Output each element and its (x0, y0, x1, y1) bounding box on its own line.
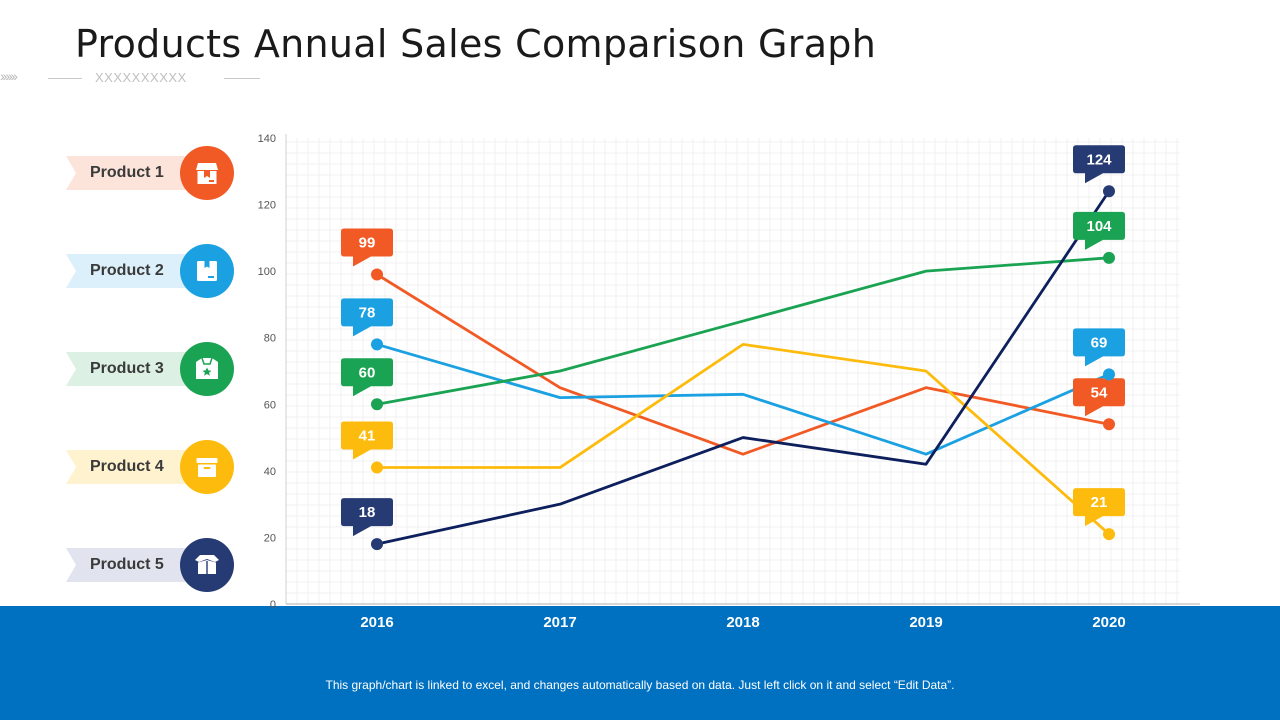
data-label-callout (341, 298, 393, 337)
y-tick-label: 40 (264, 466, 276, 478)
legend-badge (180, 244, 234, 298)
legend-label: Product 3 (90, 360, 164, 377)
data-label: 60 (359, 364, 376, 381)
title-decoration-text: XXXXXXXXXX (95, 70, 187, 85)
legend-badge (180, 342, 234, 396)
y-tick-label: 100 (258, 266, 276, 278)
data-label: 69 (1091, 334, 1108, 351)
legend-item-product-5: Product 5 (66, 538, 236, 592)
y-tick-label: 60 (264, 399, 276, 411)
data-point (371, 461, 383, 474)
data-label-callout (341, 358, 393, 397)
legend-tag (66, 548, 196, 582)
y-tick-label: 140 (258, 133, 276, 145)
x-tick-label: 2017 (543, 614, 576, 631)
y-tick-label: 20 (264, 532, 276, 544)
legend-badge (180, 440, 234, 494)
legend-item-product-4: Product 4 (66, 440, 236, 494)
open-box-icon (195, 555, 219, 574)
data-label: 78 (359, 304, 376, 321)
data-label: 18 (359, 504, 376, 521)
series-line (375, 189, 1111, 546)
data-label-callout (341, 421, 393, 460)
y-tick-label: 80 (264, 333, 276, 345)
series-line (375, 256, 1111, 406)
legend-label: Product 2 (90, 262, 164, 279)
data-label: 41 (359, 428, 376, 445)
page-title: Products Annual Sales Comparison Graph (75, 22, 877, 66)
footer-band (0, 606, 1280, 720)
series-line (375, 342, 1111, 536)
x-tick-label: 2016 (360, 614, 393, 631)
decoration-line (224, 78, 260, 79)
legend-label: Product 1 (90, 164, 164, 181)
data-point (1103, 251, 1115, 264)
series-line (375, 342, 1111, 456)
footer-note: This graph/chart is linked to excel, and… (325, 678, 955, 692)
title-decoration: ›››››› XXXXXXXXXX (0, 68, 270, 88)
archive-box-icon (196, 458, 218, 477)
data-label-callout (1073, 145, 1125, 184)
x-tick-label: 2019 (909, 614, 942, 631)
data-label-callout (1073, 378, 1125, 417)
data-point (1103, 368, 1115, 381)
legend-badge (180, 538, 234, 592)
data-label: 99 (359, 234, 376, 251)
data-label-callout (341, 228, 393, 267)
data-label: 54 (1091, 384, 1108, 401)
data-label-callout (1073, 488, 1125, 527)
data-point (371, 268, 383, 281)
data-point (1103, 418, 1115, 431)
series-line (375, 273, 1111, 456)
legend-tag (66, 352, 196, 386)
data-point (1103, 185, 1115, 198)
decoration-line (48, 78, 82, 79)
legend-tag (66, 254, 196, 288)
legend-item-product-3: Product 3 (66, 342, 236, 396)
y-tick-label: 0 (270, 599, 276, 611)
shop-icon (196, 163, 218, 184)
data-label: 21 (1091, 494, 1108, 511)
data-label-callout (341, 498, 393, 537)
data-point (1103, 528, 1115, 541)
data-label-callout (1073, 211, 1125, 250)
legend-item-product-2: Product 2 (66, 244, 236, 298)
data-label: 104 (1086, 218, 1112, 235)
x-tick-label: 2018 (726, 614, 759, 631)
legend-badge (180, 146, 234, 200)
y-tick-label: 120 (258, 200, 276, 212)
legend-label: Product 5 (90, 556, 164, 573)
legend-item-product-1: Product 1 (66, 146, 236, 200)
data-point (371, 338, 383, 351)
x-tick-label: 2020 (1092, 614, 1125, 631)
legend-label: Product 4 (90, 458, 164, 475)
data-label: 124 (1086, 151, 1112, 168)
data-label-callout (1073, 328, 1125, 367)
legend-tag (66, 156, 196, 190)
open-box-star-icon (196, 357, 218, 379)
data-point (371, 538, 383, 551)
chevrons-icon: ›››››› (0, 68, 18, 84)
legend-tag (66, 450, 196, 484)
package-icon (197, 261, 217, 281)
data-point (371, 398, 383, 411)
